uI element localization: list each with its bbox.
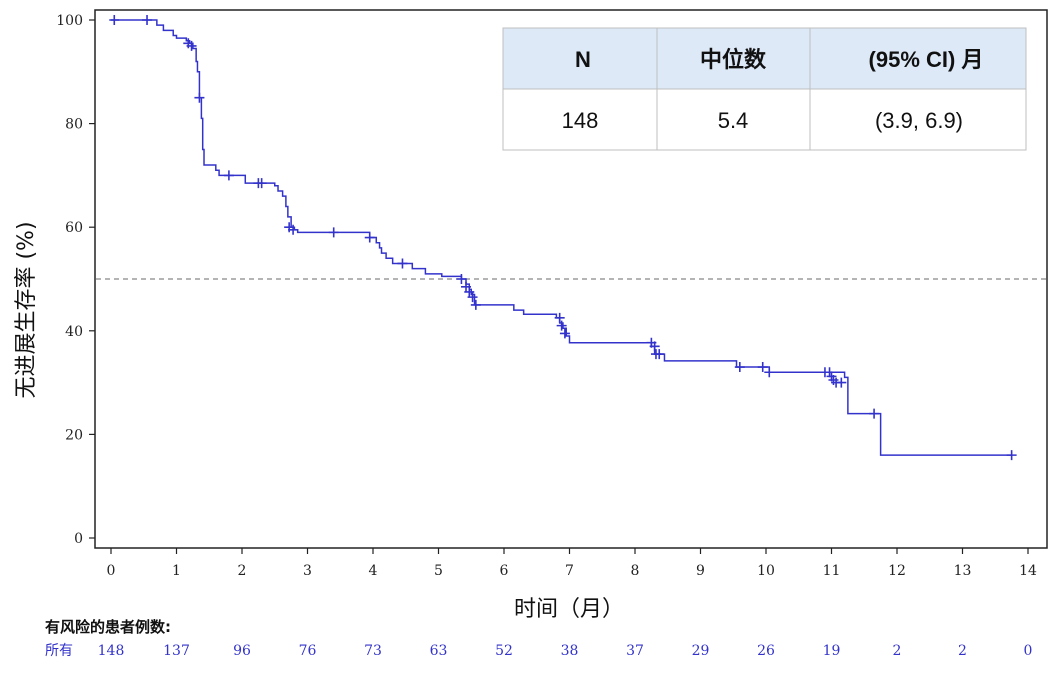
- x-tick-label: 3: [303, 563, 312, 579]
- x-tick-label: 9: [696, 563, 705, 579]
- censor-marks: [109, 15, 1017, 461]
- censor-mark: [757, 362, 768, 373]
- risk-count: 63: [430, 643, 448, 659]
- censor-mark: [142, 15, 153, 25]
- censor-mark: [397, 258, 408, 269]
- survival-curve: [111, 19, 1012, 456]
- summary-header-bg: [502, 27, 1027, 90]
- censor-mark: [654, 349, 665, 360]
- y-tick-label: 80: [65, 117, 83, 133]
- summary-header-median: 中位数: [700, 47, 767, 72]
- censor-mark: [194, 92, 205, 103]
- summary-value-median: 5.4: [718, 108, 749, 133]
- summary-body-bg: [502, 88, 1027, 151]
- y-tick-label: 20: [65, 427, 83, 443]
- censor-mark: [461, 281, 472, 292]
- x-tick-label: 1: [172, 563, 181, 579]
- summary-table: N 中位数 (95% CI) 月 148 5.4 (3.9, 6.9): [502, 27, 1027, 151]
- censor-mark: [256, 178, 267, 189]
- censor-mark: [364, 232, 375, 243]
- censor-mark: [764, 367, 775, 378]
- censor-mark: [467, 292, 478, 303]
- risk-count: 29: [692, 643, 710, 659]
- summary-header-n: N: [575, 47, 591, 72]
- x-tick-label: 13: [954, 563, 972, 579]
- x-tick-label: 12: [888, 563, 906, 579]
- x-tick-label: 6: [500, 563, 509, 579]
- censor-mark: [186, 40, 197, 51]
- risk-count: 96: [233, 643, 251, 659]
- x-tick-label: 4: [369, 563, 378, 579]
- y-tick-label: 40: [65, 324, 83, 340]
- censor-mark: [456, 274, 467, 284]
- x-tick-label: 7: [565, 563, 574, 579]
- risk-count: 137: [163, 643, 190, 659]
- censor-mark: [836, 377, 847, 388]
- x-tick-label: 5: [434, 563, 443, 579]
- x-tick-label: 8: [631, 563, 640, 579]
- risk-count: 2: [893, 643, 902, 659]
- x-tick-label: 2: [238, 563, 247, 579]
- risk-count: 148: [98, 643, 125, 659]
- risk-count: 76: [299, 643, 317, 659]
- censor-mark: [554, 312, 565, 323]
- y-tick-label: 0: [74, 531, 83, 547]
- risk-count: 37: [626, 643, 644, 659]
- censor-mark: [869, 408, 880, 419]
- censor-mark: [288, 224, 299, 235]
- censor-mark: [328, 227, 339, 238]
- x-tick-label: 10: [757, 563, 775, 579]
- censor-mark: [556, 320, 567, 331]
- x-tick-label: 11: [823, 563, 841, 579]
- x-axis: 0 1 2 3 4 5 6 7 8 9 10 11 12 13 14: [107, 548, 1037, 579]
- censor-mark: [824, 367, 835, 378]
- risk-count: 26: [757, 643, 775, 659]
- censor-mark: [1006, 450, 1017, 461]
- risk-count: 38: [561, 643, 579, 659]
- risk-count: 52: [495, 643, 513, 659]
- x-tick-label: 14: [1019, 563, 1037, 579]
- y-tick-label: 100: [56, 13, 83, 29]
- risk-count: 73: [364, 643, 382, 659]
- x-axis-title: 时间（月）: [514, 597, 624, 622]
- risk-table-group-label: 所有: [45, 643, 73, 659]
- y-tick-label: 60: [65, 220, 83, 236]
- summary-header-ci: (95% CI) 月: [869, 47, 984, 72]
- risk-count: 19: [823, 643, 841, 659]
- risk-count: 2: [958, 643, 967, 659]
- x-tick-label: 0: [107, 563, 116, 579]
- risk-table-counts: 148 137 96 76 73 63 52 38 37 29 26 19 2 2 0: [98, 643, 1033, 659]
- censor-mark: [734, 362, 745, 373]
- censor-mark: [470, 299, 481, 310]
- y-axis: 0 20 40 60 80 100: [56, 13, 95, 547]
- summary-value-ci: (3.9, 6.9): [875, 108, 963, 133]
- y-axis-title: 无进展生存率 (%): [14, 221, 39, 398]
- censor-mark: [649, 341, 660, 352]
- censor-mark: [464, 286, 475, 297]
- censor-mark: [559, 328, 570, 339]
- censor-mark: [223, 170, 234, 181]
- summary-value-n: 148: [562, 108, 599, 133]
- risk-count: 0: [1024, 643, 1033, 659]
- risk-table-title: 有风险的患者例数:: [45, 618, 171, 636]
- censor-mark: [109, 15, 120, 25]
